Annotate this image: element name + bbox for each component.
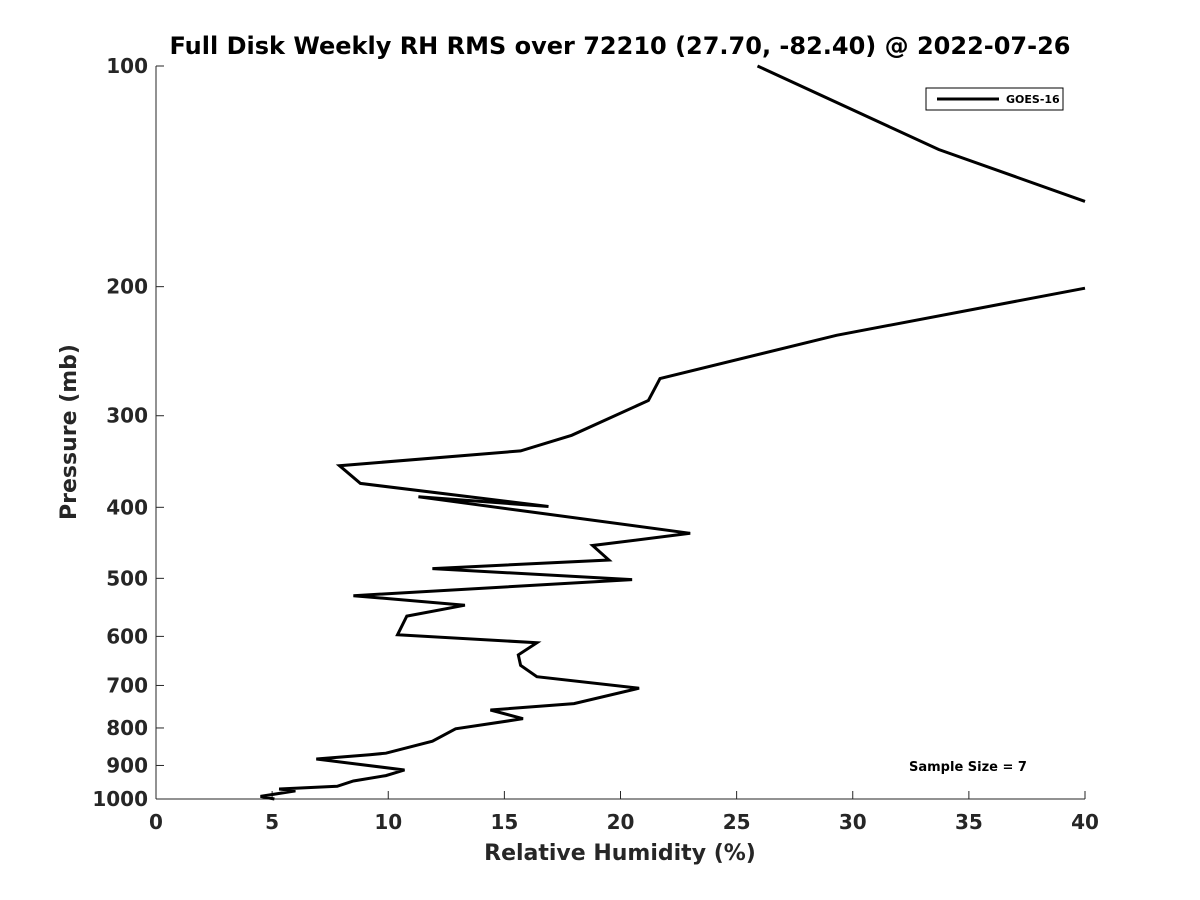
- x-axis-label: Relative Humidity (%): [484, 841, 756, 866]
- y-tick-label: 200: [106, 275, 148, 299]
- x-tick-label: 0: [149, 810, 163, 834]
- series-line-goes-16-segment-2: [260, 286, 1086, 801]
- chart-title: Full Disk Weekly RH RMS over 72210 (27.7…: [169, 32, 1070, 60]
- y-tick-label: 1000: [92, 787, 148, 811]
- series-line-goes-16-segment-1: [756, 64, 1086, 203]
- x-tick-label: 40: [1071, 810, 1099, 834]
- y-tick-label: 900: [106, 753, 148, 777]
- sample-size-annotation: Sample Size = 7: [909, 760, 1027, 775]
- y-tick-label: 700: [106, 673, 148, 697]
- y-tick-label: 400: [106, 495, 148, 519]
- x-tick-label: 35: [955, 810, 983, 834]
- x-tick-label: 10: [374, 810, 402, 834]
- y-tick-label: 500: [106, 566, 148, 590]
- y-tick-label: 600: [106, 624, 148, 648]
- x-tick-label: 30: [839, 810, 867, 834]
- y-axis: 100 200 300 400 500 600 700 800 900 1000: [92, 54, 164, 811]
- x-tick-label: 25: [723, 810, 751, 834]
- y-tick-label: 800: [106, 716, 148, 740]
- legend: GOES-16: [925, 87, 1064, 111]
- x-tick-label: 15: [490, 810, 518, 834]
- plot-lines: [260, 64, 1086, 801]
- legend-label-goes-16: GOES-16: [1006, 93, 1060, 106]
- y-tick-label: 100: [106, 54, 148, 78]
- x-axis: 0 5 10 15 20 25 30 35 40: [149, 791, 1099, 834]
- x-tick-label: 5: [265, 810, 279, 834]
- x-tick-label: 20: [607, 810, 635, 834]
- y-tick-label: 300: [106, 404, 148, 428]
- y-axis-label: Pressure (mb): [57, 344, 82, 520]
